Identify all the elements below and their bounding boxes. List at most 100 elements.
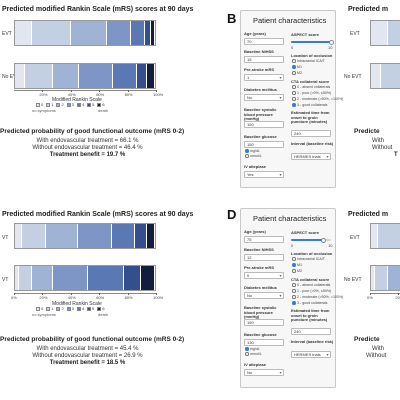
radio-button[interactable] — [292, 269, 296, 273]
cta-option[interactable]: 3 - good collaterals — [292, 103, 327, 107]
aspect-slider-fill — [291, 41, 331, 43]
legend-swatch-mrs-3 — [66, 306, 71, 311]
radio-button[interactable] — [245, 149, 249, 153]
sbp-input[interactable]: 150 — [244, 319, 284, 326]
radio-button[interactable] — [292, 59, 296, 63]
glucose-label: Baseline glucose — [244, 134, 277, 139]
iva-value: No — [247, 370, 253, 375]
glucose-input[interactable]: 130 — [244, 339, 284, 346]
x-tick-label: 40% — [67, 92, 76, 97]
time-input[interactable]: 240 — [291, 130, 331, 137]
interval-select[interactable]: HERMES trials ▾ — [291, 351, 331, 358]
interval-select[interactable]: HERMES trials ▾ — [291, 153, 331, 160]
iva-select[interactable]: Yes ▾ — [244, 171, 284, 178]
location-option[interactable]: M2 — [292, 269, 302, 273]
legend-swatch-mrs-0 — [36, 306, 40, 311]
glucose-unit-option[interactable]: mmol/L — [245, 154, 262, 158]
radio-button[interactable] — [292, 283, 296, 287]
age-input[interactable]: 70 — [244, 38, 284, 45]
cta-option[interactable]: 1 - poor (>0%, ≤50%) — [292, 91, 331, 95]
patient-characteristics-form: Patient characteristics Age (years) 75 Base… — [240, 208, 343, 388]
radio-button[interactable] — [292, 257, 296, 261]
chevron-down-icon: ▾ — [279, 293, 282, 298]
bar-segment-mrs-2 — [70, 21, 108, 45]
option-label: 1 - poor (>0%, ≤50%) — [297, 289, 332, 293]
cta-option[interactable]: 2 - moderate (>50%, <100%) — [292, 97, 343, 101]
cta-option[interactable]: 2 - moderate (>50%, <100%) — [292, 295, 343, 299]
radio-button[interactable] — [245, 154, 249, 158]
age-label: Age (years) — [244, 31, 266, 36]
cta-option[interactable]: 0 - absent collaterals — [292, 85, 330, 89]
bar-segment-mrs-3 — [107, 21, 132, 45]
legend-label-mrs-1: 1 — [51, 102, 54, 107]
radio-button[interactable] — [292, 85, 296, 89]
location-option[interactable]: M1 — [292, 65, 302, 69]
legend-label-mrs-2: 2 — [61, 102, 64, 107]
iva-select[interactable]: No ▾ — [244, 369, 284, 376]
glucose-unit-option[interactable]: mmol/L — [245, 352, 262, 356]
diabetes-select[interactable]: No ▾ — [244, 292, 284, 299]
stacked-bar-evt — [370, 223, 400, 249]
radio-button[interactable] — [292, 295, 296, 299]
glucose-input[interactable]: 150 — [244, 141, 284, 148]
location-option[interactable]: Intracranial ICA/T — [292, 257, 325, 261]
age-value: 70 — [247, 39, 252, 44]
cta-option[interactable]: 1 - poor (>0%, ≤50%) — [292, 289, 331, 293]
legend-label-mrs-4: 4 — [81, 306, 85, 311]
premrs-select[interactable]: 0 ▾ — [244, 272, 284, 279]
legend-swatch-mrs-3 — [66, 102, 71, 107]
radio-button[interactable] — [292, 97, 296, 101]
radio-button[interactable] — [245, 352, 249, 356]
radio-button[interactable] — [292, 65, 296, 69]
stacked-bar-no-evt — [14, 265, 156, 291]
mrs-legend: 0 1 2 3 4 5 6 — [36, 306, 107, 311]
nihss-label: Baseline NIHSS — [244, 247, 274, 252]
time-input[interactable]: 240 — [291, 328, 331, 335]
legend-swatch-mrs-2 — [56, 102, 61, 107]
legend-label-mrs-5: 5 — [92, 102, 95, 107]
bar-segment-mrs-0 — [371, 266, 376, 290]
location-option[interactable]: M2 — [292, 71, 302, 75]
radio-button[interactable] — [292, 91, 296, 95]
radio-button[interactable] — [292, 263, 296, 267]
radio-button[interactable] — [292, 71, 296, 75]
stacked-bar-no-evt — [370, 63, 400, 89]
location-option[interactable]: M1 — [292, 263, 302, 267]
legend-swatch-mrs-6 — [97, 102, 102, 107]
without-evt-line: Without endovascular treatment = 26.9 % — [32, 353, 143, 359]
age-input[interactable]: 75 — [244, 236, 284, 243]
glucose-unit-option[interactable]: mg/dL — [245, 149, 260, 153]
option-label: 2 - moderate (>50%, <100%) — [297, 295, 344, 299]
bar-segment-mrs-3 — [77, 224, 112, 248]
cta-option[interactable]: 3 - good collaterals — [292, 301, 327, 305]
glucose-label: Baseline glucose — [244, 332, 277, 337]
radio-button[interactable] — [292, 301, 296, 305]
patient-characteristics-form: Patient characteristics Age (years) 70 Base… — [240, 10, 343, 188]
time-value: 240 — [294, 131, 301, 136]
radio-button[interactable] — [292, 289, 296, 293]
premrs-select[interactable]: 1 ▾ — [244, 74, 284, 81]
nihss-input[interactable]: 12 — [244, 254, 284, 261]
legend-swatch-mrs-5 — [87, 102, 92, 107]
aspect-slider-handle[interactable] — [328, 39, 334, 45]
bar-segment-mrs-0 — [371, 21, 388, 45]
location-option[interactable]: Intracranial ICA/T — [292, 59, 325, 63]
option-label: mg/dL — [250, 149, 260, 153]
radio-button[interactable] — [292, 103, 296, 107]
option-label: M2 — [297, 269, 302, 273]
x-tick-label: 80% — [124, 92, 133, 97]
aspect-label: ASPECT score — [291, 230, 320, 235]
diabetes-label: Diabetes mellitus — [244, 87, 277, 92]
radio-button[interactable] — [245, 347, 249, 351]
glucose-unit-option[interactable]: mg/dL — [245, 347, 260, 351]
aspect-slider-handle[interactable] — [320, 237, 326, 243]
x-tick-mark — [99, 90, 100, 92]
diabetes-select[interactable]: No ▾ — [244, 94, 284, 101]
legend-label-mrs-3: 3 — [71, 102, 74, 107]
nihss-input[interactable]: 15 — [244, 56, 284, 63]
x-tick-mark — [156, 293, 157, 295]
chevron-down-icon: ▾ — [279, 370, 282, 375]
cta-option[interactable]: 0 - absent collaterals — [292, 283, 330, 287]
sbp-input[interactable]: 150 — [244, 121, 284, 128]
x-tick-mark — [156, 90, 157, 92]
